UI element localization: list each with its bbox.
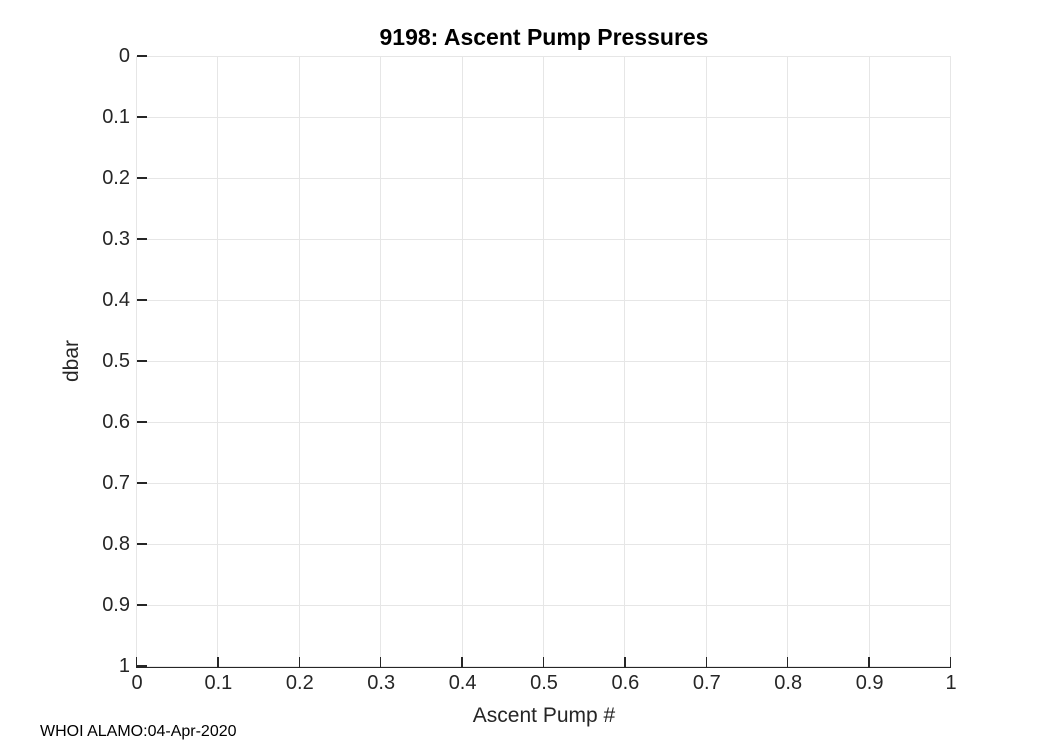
y-tick-label: 0.3 xyxy=(102,228,130,250)
grid-line-horizontal xyxy=(136,238,951,240)
grid-line-horizontal xyxy=(136,421,951,423)
y-tick-mark xyxy=(136,55,147,57)
y-tick-mark xyxy=(136,421,147,423)
grid-line-horizontal xyxy=(136,482,951,484)
y-tick-label: 0 xyxy=(118,45,130,67)
x-tick-label: 0.3 xyxy=(367,672,396,694)
grid-line-horizontal xyxy=(136,360,951,362)
y-tick-label: 0.5 xyxy=(102,350,130,372)
x-tick-label: 0.7 xyxy=(692,672,721,694)
x-tick-mark xyxy=(705,656,708,667)
y-tick-label: 0.1 xyxy=(102,106,130,128)
y-tick-mark xyxy=(136,116,147,118)
grid-line-horizontal xyxy=(136,604,951,606)
x-tick-mark xyxy=(624,656,626,667)
x-tick-label: 1 xyxy=(945,672,957,694)
x-tick-label: 0.2 xyxy=(285,672,314,694)
y-tick-mark xyxy=(136,238,147,240)
x-tick-mark xyxy=(379,656,382,667)
y-tick-label: 0.8 xyxy=(102,533,130,555)
x-tick-mark xyxy=(217,656,219,667)
y-tick-mark xyxy=(136,482,147,484)
x-tick-mark xyxy=(298,656,301,667)
y-tick-label: 0.6 xyxy=(102,411,130,433)
x-tick-label: 0.9 xyxy=(855,672,884,694)
y-tick-label: 0.9 xyxy=(102,594,130,616)
y-tick-mark xyxy=(136,299,147,301)
x-tick-label: 0.1 xyxy=(204,672,233,694)
x-tick-mark xyxy=(868,656,870,667)
x-tick-label: 0.6 xyxy=(611,672,640,694)
chart-title: 9198: Ascent Pump Pressures xyxy=(379,24,709,50)
y-tick-label: 0.2 xyxy=(102,167,130,189)
y-tick-label: 0.7 xyxy=(102,472,130,494)
grid-line-horizontal xyxy=(136,116,951,118)
x-tick-label: 0.5 xyxy=(530,672,558,694)
x-tick-label: 0.4 xyxy=(448,672,477,694)
x-tick-label: 0.8 xyxy=(774,672,803,694)
plot-area xyxy=(135,55,952,668)
grid-line-horizontal xyxy=(136,543,951,545)
x-axis-label: Ascent Pump # xyxy=(472,704,616,727)
y-tick-label: 0.4 xyxy=(102,289,130,311)
grid-line-horizontal xyxy=(136,177,951,179)
grid-line-horizontal xyxy=(136,55,951,57)
y-tick-mark xyxy=(136,177,147,179)
grid-line-horizontal xyxy=(136,299,951,301)
y-tick-mark xyxy=(136,360,147,362)
y-tick-mark xyxy=(136,665,147,667)
watermark-text: WHOI ALAMO:04-Apr-2020 xyxy=(40,723,237,740)
y-tick-mark xyxy=(136,543,147,545)
x-tick-label: 0 xyxy=(131,672,143,694)
x-tick-mark xyxy=(786,656,789,667)
x-tick-mark xyxy=(461,656,463,667)
x-tick-mark xyxy=(949,656,952,667)
x-tick-mark xyxy=(135,656,138,667)
x-tick-mark xyxy=(542,656,545,667)
y-tick-label: 1 xyxy=(118,655,130,677)
y-tick-mark xyxy=(136,604,147,606)
